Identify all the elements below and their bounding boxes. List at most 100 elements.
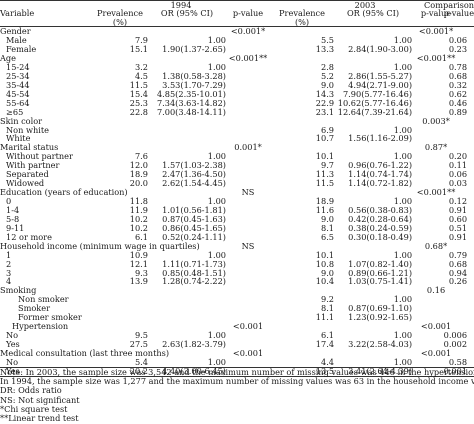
cell-pvalue-1994 <box>226 152 270 161</box>
cell-or-2003: 1.07(0.82-1.40) <box>348 258 413 269</box>
cell-prevalence-1994 <box>92 304 148 313</box>
cell-or-2003: 1.00 <box>393 249 413 260</box>
cell-pvalue-1994 <box>226 81 270 90</box>
cell-or-1994 <box>148 304 226 313</box>
cell-prevalence-1994: 18.9 <box>129 169 148 180</box>
cell-or-1994 <box>148 117 226 126</box>
header-comparison-pvalue-label: p-value <box>443 8 474 19</box>
cell-or-1994: 0.85(0.48-1.51) <box>162 267 226 278</box>
cell-prevalence-1994: 10.9 <box>129 249 148 260</box>
row-label-text: 35-44 <box>6 79 30 90</box>
table-row: Yes 20.2 4.40(3.00-6.45) 13.5 3.41(2.64-4.39… <box>0 366 474 377</box>
comparison-pvalue-text: 0.78 <box>448 61 468 72</box>
header-comparison-label: Comparison <box>424 0 474 10</box>
cell-pvalue-1994 <box>226 331 270 340</box>
row-variable-label: Age <box>0 54 92 63</box>
cell-prevalence-2003: 9.2 <box>321 294 335 305</box>
cell-prevalence-1994: 12.1 <box>129 258 148 269</box>
cell-comparison-pvalue <box>460 313 474 322</box>
table-row: Non smoker 9.2 1.00 <box>0 295 474 304</box>
row-label-text: ≥65 <box>6 106 24 117</box>
cell-prevalence-1994 <box>92 134 148 143</box>
cell-prevalence-2003: 11.1 <box>315 312 335 323</box>
cell-or-1994 <box>148 286 226 295</box>
comparison-pvalue-text: 0.68 <box>448 258 468 269</box>
cell-or-1994: 1.00 <box>207 35 226 46</box>
header-prevalence-1994-label: Prevalence <box>97 8 143 19</box>
cell-pvalue-1994: 0.001* <box>234 142 262 153</box>
cell-prevalence-1994: 9.3 <box>134 267 148 278</box>
row-label-text: Hypertension <box>12 321 69 332</box>
cell-prevalence-2003: 9.0 <box>321 79 335 90</box>
cell-or-1994: 1.00 <box>207 61 226 72</box>
row-variable-label: 0 <box>0 197 92 206</box>
table-row: 1-4 11.9 1.01(0.56-1.81) 11.6 0.56(0.38-0.83… <box>0 206 474 215</box>
cell-or-1994 <box>148 126 226 135</box>
row-label-text: No <box>6 356 19 367</box>
cell-comparison-pvalue: 0.006 <box>444 331 474 340</box>
cell-pvalue-1994 <box>226 117 270 126</box>
cell-pvalue-2003: <0.001 <box>420 321 452 332</box>
cell-pvalue-1994 <box>226 90 270 99</box>
cell-prevalence-2003: 10.1 <box>315 151 335 162</box>
cell-or-2003: 1.00 <box>393 330 413 341</box>
row-label-text: Smoker <box>18 303 51 314</box>
header-prevalence-1994: Prevalence (%) <box>92 9 148 26</box>
cell-pvalue-1994 <box>226 36 270 45</box>
table-note: Note: In 2003, the sample size was 3,542… <box>0 367 474 377</box>
table-row: 1 10.9 1.00 10.1 1.00 0.79 <box>0 249 474 260</box>
row-label-text: 5-8 <box>6 213 20 224</box>
row-label-text: Yes <box>6 339 20 350</box>
cell-pvalue-1994 <box>226 295 270 304</box>
cell-comparison-pvalue <box>460 126 474 135</box>
cell-prevalence-1994 <box>92 117 148 126</box>
cell-or-2003: 1.00 <box>393 151 413 162</box>
comparison-pvalue-text: 0.60 <box>448 213 468 224</box>
row-label-text: Without partner <box>6 151 73 162</box>
row-variable-label: White <box>0 134 92 143</box>
comparison-pvalue-text: 0.89 <box>448 106 468 117</box>
cell-or-1994: 0.87(0.45-1.63) <box>162 213 226 224</box>
cell-prevalence-2003: 9.0 <box>321 267 335 278</box>
table-row: Medical consultation (last three months)… <box>0 349 474 358</box>
cell-or-2003: 1.14(0.74-1.74) <box>348 169 413 180</box>
table-row: 0 11.8 1.00 18.9 1.00 0.12 <box>0 197 474 206</box>
table-row: 45-54 15.4 4.85(2.35-10.01) 14.3 7.90(5.77-1… <box>0 88 474 99</box>
row-variable-label: Smoking <box>0 286 92 295</box>
comparison-pvalue-text: 0.91 <box>448 204 468 215</box>
cell-or-1994: 0.52(0.24-1.11) <box>162 231 226 242</box>
table-row: 15-24 3.2 1.00 2.8 1.00 0.78 <box>0 63 474 72</box>
table-row: 9-11 10.2 0.86(0.45-1.65) 8.1 0.38(0.24-0.59… <box>0 222 474 233</box>
table-row: No 5.4 1.00 4.4 1.00 0.58 <box>0 358 474 367</box>
cell-or-1994: 1.00 <box>207 330 226 341</box>
cell-prevalence-2003: 22.9 <box>315 97 335 108</box>
header-pvalue-2003: p-value <box>420 8 452 19</box>
cell-pvalue-2003: <0.001** <box>416 187 456 198</box>
cell-prevalence-2003: 11.3 <box>315 169 335 180</box>
cell-prevalence-1994: 20.0 <box>129 178 148 189</box>
table-row: White 10.7 1.56(1.16-2.09) <box>0 134 474 143</box>
cell-prevalence-1994: 15.4 <box>129 88 148 99</box>
cell-pvalue-1994 <box>226 215 270 224</box>
cell-or-1994: 1.28(0.74-2.22) <box>162 276 226 287</box>
row-label-text: Household income (minimum wage in quarti… <box>0 240 200 251</box>
row-variable-label: Yes <box>0 366 92 376</box>
cell-pvalue-1994 <box>226 197 270 206</box>
table-row: Widowed 20.0 2.62(1.54-4.45) 11.5 1.14(0.72-… <box>0 179 474 188</box>
comparison-pvalue-text: 0.91 <box>448 231 468 242</box>
cell-pvalue-2003: 0.16 <box>426 285 446 296</box>
cell-prevalence-1994: 12.0 <box>129 160 148 171</box>
row-variable-label: Marital status <box>0 143 92 152</box>
cell-or-1994: 0.86(0.45-1.65) <box>162 222 226 233</box>
cell-or-2003: 12.64(7.39-21.64) <box>337 106 413 117</box>
cell-or-2003: 1.00 <box>393 61 413 72</box>
comparison-pvalue-text: 0.002 <box>443 339 468 350</box>
cell-pvalue-2003 <box>412 126 460 135</box>
table-note: In 1994, the sample size was 1,277 and t… <box>0 376 474 387</box>
comparison-pvalue-text: 0.32 <box>448 79 468 90</box>
table-row: ≥65 22.8 7.00(3.48-14.11) 23.1 12.64(7.39-21… <box>0 106 474 117</box>
cell-prevalence-1994: 10.2 <box>129 222 148 233</box>
header-comparison-cell: Comparison <box>424 1 474 10</box>
row-label-text: 12 or more <box>6 231 52 242</box>
table-row: Household income (minimum wage in quarti… <box>0 240 474 251</box>
